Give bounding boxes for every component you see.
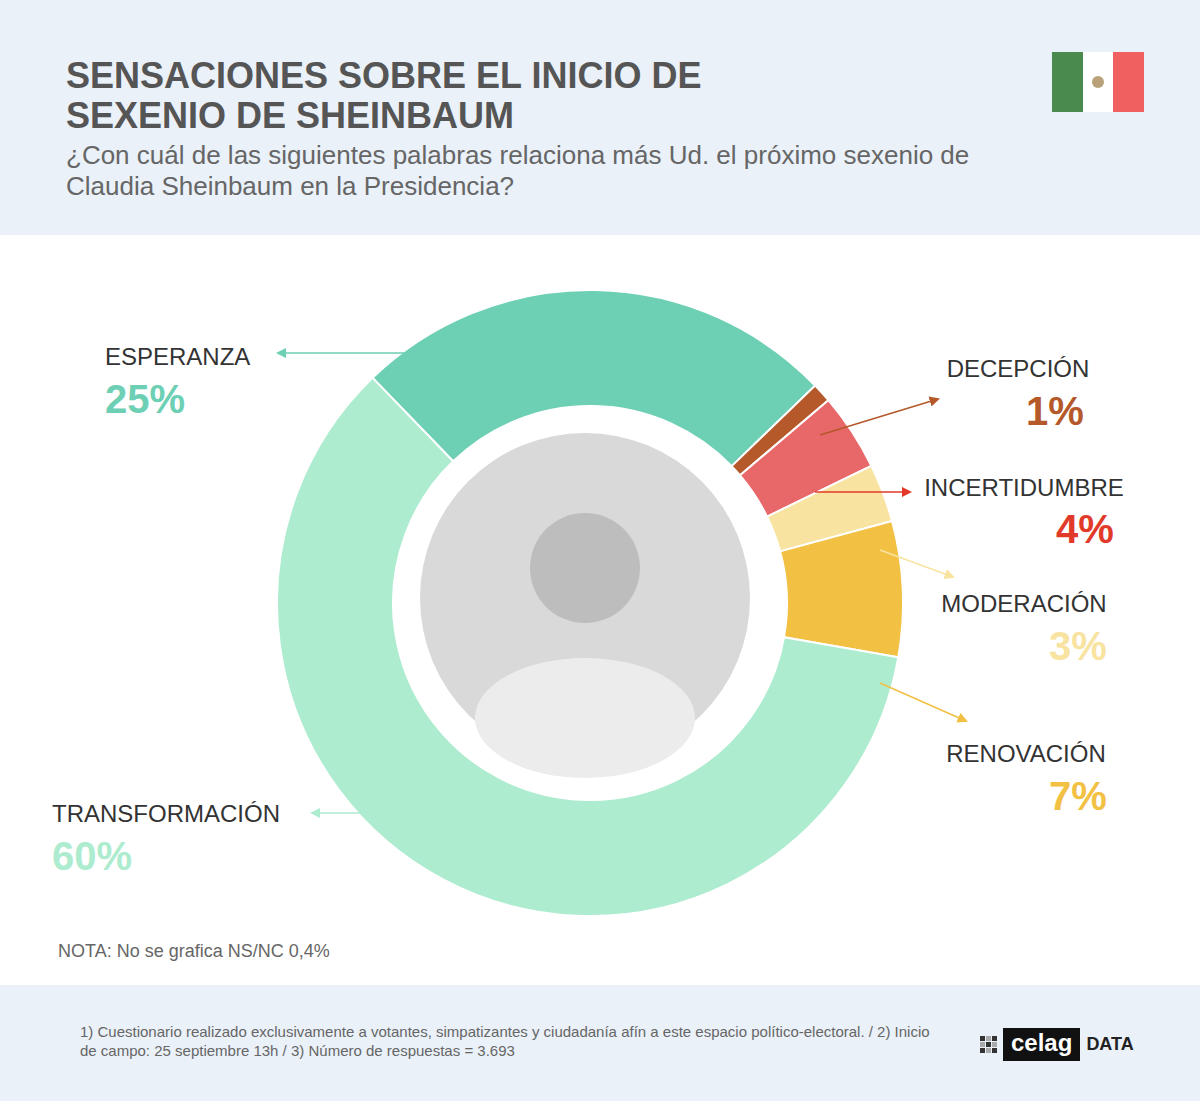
svg-text:DECEPCIÓN: DECEPCIÓN [947, 355, 1090, 382]
svg-text:4%: 4% [1056, 507, 1114, 551]
svg-text:TRANSFORMACIÓN: TRANSFORMACIÓN [52, 800, 280, 827]
html-text:DATA: DATA [1086, 1034, 1134, 1054]
html-text:¿Con cuál de las siguientes pa: ¿Con cuál de las siguientes palabras rel… [66, 140, 970, 201]
svg-text:3%: 3% [1049, 624, 1107, 668]
svg-text:INCERTIDUMBRE: INCERTIDUMBRE [924, 474, 1124, 501]
svg-text:RENOVACIÓN: RENOVACIÓN [946, 740, 1106, 767]
svg-text:MODERACIÓN: MODERACIÓN [941, 590, 1106, 617]
html-text:celag: celag [1011, 1029, 1073, 1056]
svg-text:25%: 25% [105, 377, 185, 421]
svg-text:7%: 7% [1049, 774, 1107, 818]
svg-text:ESPERANZA: ESPERANZA [105, 343, 250, 370]
html-text:SENSACIONES SOBRE EL INICIO DE: SENSACIONES SOBRE EL INICIO DE SEXENIO D… [66, 55, 702, 136]
svg-text:NOTA: No se grafica NS/NC 0,4%: NOTA: No se grafica NS/NC 0,4% [58, 941, 330, 961]
svg-text:1%: 1% [1026, 389, 1084, 433]
svg-text:60%: 60% [52, 834, 132, 878]
html-text:1) Cuestionario realizado excl: 1) Cuestionario realizado exclusivamente… [80, 1023, 930, 1059]
